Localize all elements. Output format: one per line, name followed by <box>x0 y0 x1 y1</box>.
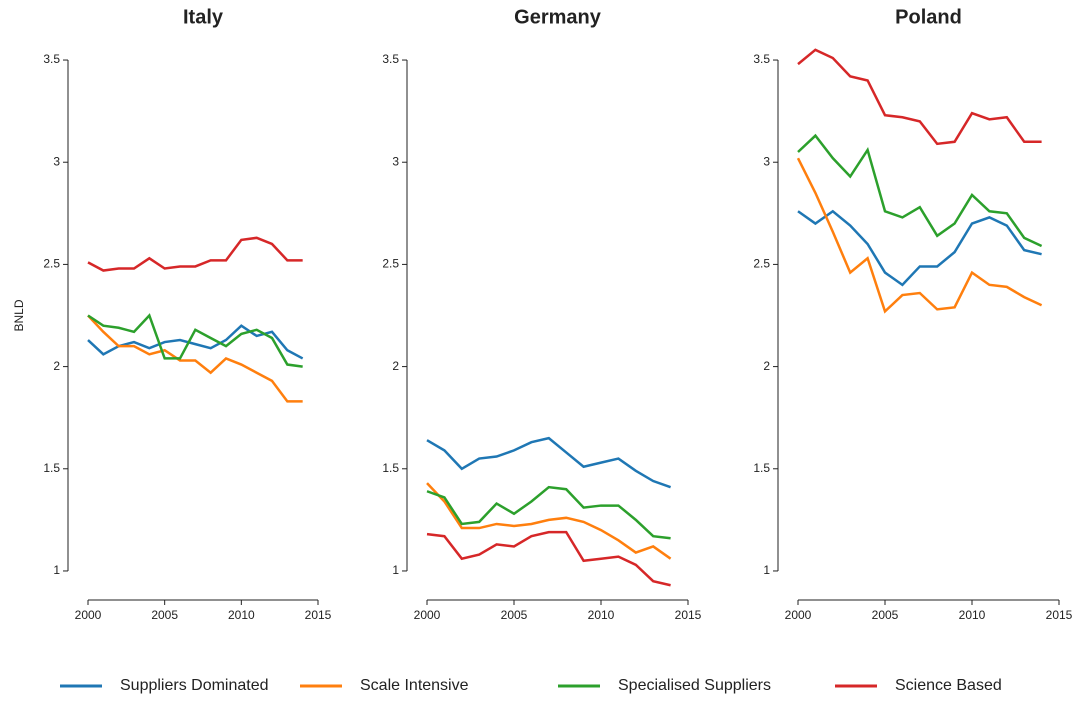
y-tick-label: 1.5 <box>753 461 770 475</box>
x-tick-label: 2000 <box>75 608 102 622</box>
series-line <box>87 314 303 403</box>
legend-label: Science Based <box>895 677 1002 694</box>
y-tick-label: 3.5 <box>43 52 60 66</box>
x-tick-label: 2015 <box>675 608 702 622</box>
legend-label: Scale Intensive <box>360 677 469 694</box>
series-line <box>797 48 1042 146</box>
chart-title: Poland <box>895 6 962 28</box>
y-tick-label: 1.5 <box>382 461 399 475</box>
y-tick-label: 2 <box>392 359 399 373</box>
series-line <box>426 530 671 587</box>
x-tick-label: 2010 <box>959 608 986 622</box>
series-line <box>426 485 671 540</box>
y-tick-label: 2.5 <box>753 257 770 271</box>
series-line <box>87 236 303 272</box>
legend-label: Specialised Suppliers <box>618 677 771 694</box>
x-tick-label: 2005 <box>872 608 899 622</box>
y-tick-label: 3 <box>53 154 60 168</box>
y-tick-label: 1 <box>763 563 770 577</box>
y-tick-label: 2 <box>763 359 770 373</box>
series-line <box>797 209 1042 287</box>
y-tick-label: 2.5 <box>382 257 399 271</box>
x-tick-label: 2015 <box>305 608 332 622</box>
x-tick-label: 2015 <box>1046 608 1073 622</box>
y-tick-label: 1.5 <box>43 461 60 475</box>
series-line <box>797 133 1043 248</box>
x-tick-label: 2010 <box>228 608 255 622</box>
chart-title: Italy <box>183 6 224 28</box>
y-tick-label: 1 <box>392 563 399 577</box>
chart-title: Germany <box>514 6 602 28</box>
series-line <box>426 482 672 560</box>
y-tick-label: 3 <box>763 154 770 168</box>
x-tick-label: 2005 <box>151 608 178 622</box>
x-tick-label: 2000 <box>414 608 441 622</box>
y-tick-label: 1 <box>53 563 60 577</box>
y-tick-label: 3.5 <box>753 52 770 66</box>
y-tick-label: 2.5 <box>43 257 60 271</box>
y-tick-label: 3 <box>392 154 399 168</box>
x-tick-label: 2010 <box>588 608 615 622</box>
y-tick-label: 2 <box>53 359 60 373</box>
legend-label: Suppliers Dominated <box>120 677 269 694</box>
x-tick-label: 2000 <box>785 608 812 622</box>
y-tick-label: 3.5 <box>382 52 399 66</box>
series-line <box>87 313 303 368</box>
series-line <box>426 436 672 489</box>
y-axis-label: BNLD <box>12 299 26 331</box>
series-line <box>87 324 304 360</box>
x-tick-label: 2005 <box>501 608 528 622</box>
series-line <box>796 157 1043 314</box>
